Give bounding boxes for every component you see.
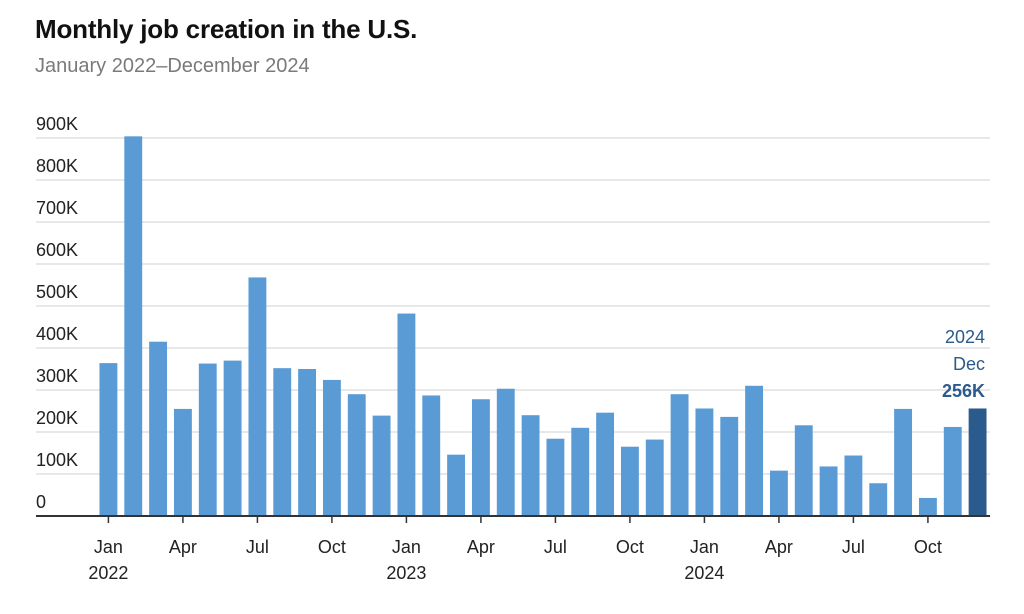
bar-2024-02 bbox=[720, 416, 739, 516]
bar-2022-10 bbox=[322, 379, 341, 516]
y-axis-tick-labels: 0 100K 200K 300K 400K 500K 600K 700K 800K 900K bbox=[36, 114, 78, 512]
bar-2022-12 bbox=[372, 415, 391, 516]
x-tick-label-month: Jan bbox=[94, 537, 123, 557]
bar-2023-06 bbox=[521, 415, 540, 516]
bar-2022-01 bbox=[99, 363, 118, 516]
bar-2022-08 bbox=[273, 368, 292, 516]
bar-2023-12 bbox=[670, 394, 689, 516]
bar-2024-12 bbox=[968, 408, 987, 516]
x-tick-label-month: Oct bbox=[914, 537, 942, 557]
bar-2022-03 bbox=[149, 341, 168, 516]
bar-2023-05 bbox=[496, 388, 515, 516]
bar-2024-05 bbox=[794, 425, 813, 516]
x-tick-label-year: 2024 bbox=[684, 563, 724, 583]
y-tick-label: 800K bbox=[36, 156, 78, 176]
y-tick-label: 600K bbox=[36, 240, 78, 260]
x-tick-label-month: Jul bbox=[544, 537, 567, 557]
x-tick-label-month: Jul bbox=[842, 537, 865, 557]
bar-2024-04 bbox=[769, 470, 788, 516]
bar-2023-07 bbox=[546, 438, 565, 516]
x-axis-tick-labels: Jan 2022 Apr Jul Oct Jan 2023 Apr Jul Oct Jan 2024 A… bbox=[88, 537, 942, 583]
y-tick-label: 200K bbox=[36, 408, 78, 428]
x-tick-label-month: Apr bbox=[765, 537, 793, 557]
x-tick-label-month: Apr bbox=[169, 537, 197, 557]
last-value-annotation: 2024 Dec 256K bbox=[942, 327, 985, 401]
bar-2022-04 bbox=[173, 408, 192, 516]
x-axis bbox=[36, 515, 990, 523]
x-tick-label-year: 2022 bbox=[88, 563, 128, 583]
bar-2024-01 bbox=[695, 408, 714, 516]
bar-2022-02 bbox=[124, 136, 143, 516]
bar-2022-09 bbox=[298, 369, 317, 516]
chart-subtitle: January 2022–December 2024 bbox=[35, 55, 310, 77]
bar-2023-11 bbox=[645, 439, 664, 516]
bar-2024-03 bbox=[745, 385, 764, 516]
bar-2023-02 bbox=[422, 395, 441, 516]
x-tick-label-month: Oct bbox=[318, 537, 346, 557]
y-tick-label: 0 bbox=[36, 492, 46, 512]
y-tick-label: 100K bbox=[36, 450, 78, 470]
y-tick-label: 400K bbox=[36, 324, 78, 344]
y-tick-label: 700K bbox=[36, 198, 78, 218]
x-tick-label-month: Oct bbox=[616, 537, 644, 557]
bar-2022-05 bbox=[198, 363, 217, 516]
chart-title: Monthly job creation in the U.S. bbox=[35, 14, 418, 44]
x-tick-label-month: Jan bbox=[690, 537, 719, 557]
annotation-month: Dec bbox=[953, 354, 985, 374]
x-tick-label-month: Jan bbox=[392, 537, 421, 557]
bar-2024-07 bbox=[844, 455, 863, 516]
bar-2024-11 bbox=[943, 426, 962, 516]
x-tick-label-year: 2023 bbox=[386, 563, 426, 583]
bar-2023-03 bbox=[447, 454, 466, 516]
x-tick-label-month: Jul bbox=[246, 537, 269, 557]
bars bbox=[99, 136, 987, 516]
bar-2022-11 bbox=[347, 394, 366, 516]
bar-2023-01 bbox=[397, 313, 416, 516]
bar-2023-10 bbox=[620, 446, 639, 516]
bar-2024-08 bbox=[869, 483, 888, 516]
x-tick-label-month: Apr bbox=[467, 537, 495, 557]
y-tick-label: 300K bbox=[36, 366, 78, 386]
y-tick-label: 500K bbox=[36, 282, 78, 302]
bar-2022-06 bbox=[223, 360, 242, 516]
y-tick-label: 900K bbox=[36, 114, 78, 134]
bar-2024-06 bbox=[819, 466, 838, 516]
annotation-year: 2024 bbox=[945, 327, 985, 347]
bar-2022-07 bbox=[248, 277, 267, 516]
bar-2023-08 bbox=[571, 427, 590, 516]
bar-2023-09 bbox=[596, 412, 615, 516]
bar-2024-10 bbox=[918, 497, 937, 516]
bar-2023-04 bbox=[471, 399, 490, 516]
annotation-value: 256K bbox=[942, 381, 985, 401]
bar-2024-09 bbox=[894, 408, 913, 516]
